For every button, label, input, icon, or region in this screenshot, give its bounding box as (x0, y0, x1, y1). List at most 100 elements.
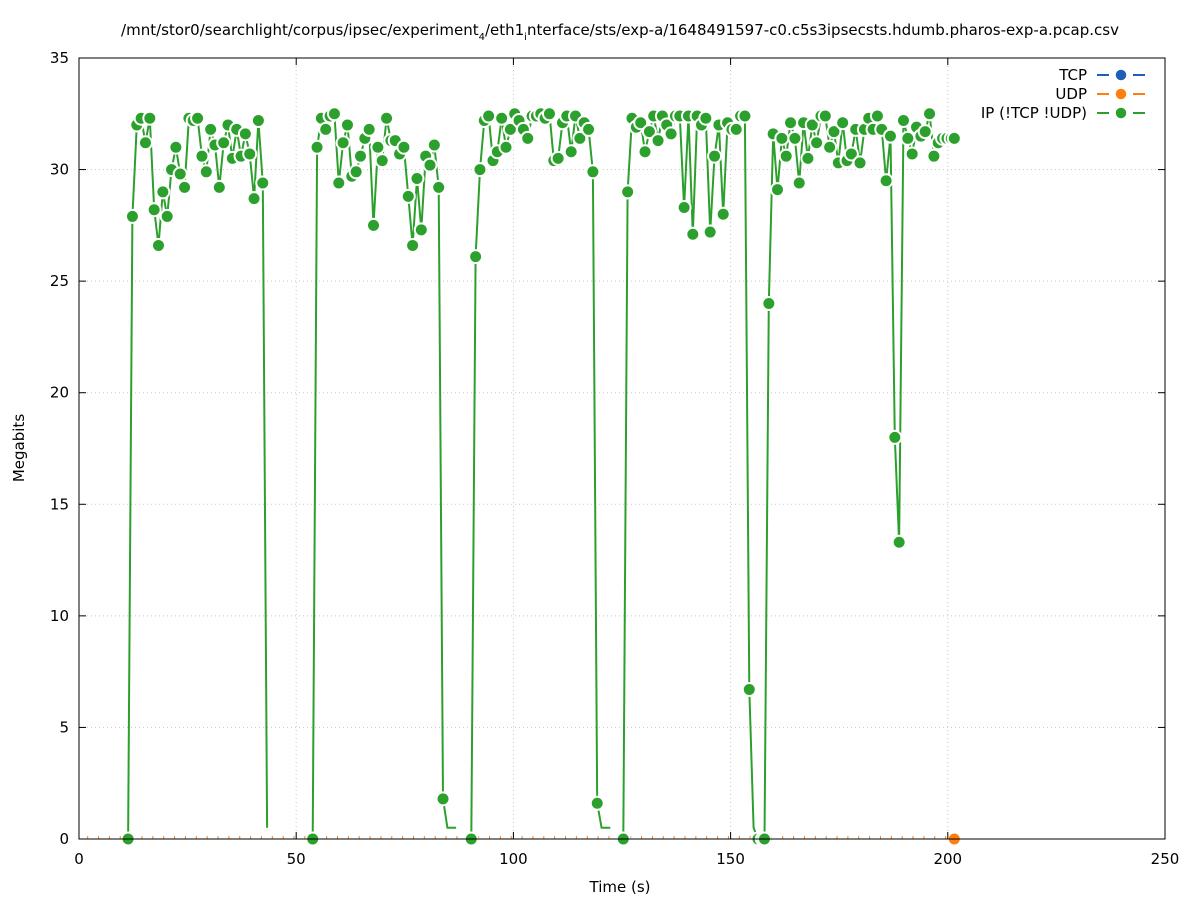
ip-tcp-udp-point (787, 130, 803, 146)
ip-tcp-udp-line (622, 112, 767, 840)
ip-tcp-udp-point (891, 534, 907, 550)
ip-tcp-udp-point (309, 139, 325, 155)
y-tick-label: 15 (50, 495, 69, 513)
x-tick-label: 100 (499, 850, 528, 868)
ip-tcp-udp-point (326, 106, 342, 122)
ip-tcp-udp-point (817, 108, 833, 124)
ip-tcp-udp-point (177, 179, 193, 195)
ip-tcp-udp-point (946, 130, 962, 146)
ip-tcp-udp-point (791, 175, 807, 191)
ip-tcp-udp-point (481, 108, 497, 124)
ip-tcp-udp-point (550, 150, 566, 166)
ip-tcp-udp-point (869, 108, 885, 124)
ip-tcp-udp-point (472, 162, 488, 178)
ip-tcp-udp-point (809, 135, 825, 151)
x-tick-label: 0 (74, 850, 84, 868)
plot-area (87, 106, 962, 847)
ip-tcp-udp-point (168, 139, 184, 155)
ip-tcp-udp-point (900, 130, 916, 146)
ip-tcp-udp-point (715, 206, 731, 222)
ip-tcp-udp-point (826, 124, 842, 140)
ip-tcp-udp-point (396, 139, 412, 155)
legend-label: IP (!TCP !UDP) (981, 104, 1087, 122)
ip-tcp-udp-point (843, 146, 859, 162)
y-tick-label: 10 (50, 607, 69, 625)
ip-tcp-udp-point (468, 249, 484, 265)
ip-tcp-udp-point (216, 135, 232, 151)
ip-tcp-udp-line (763, 112, 955, 840)
ip-tcp-udp-point (520, 130, 536, 146)
ip-tcp-udp-point (242, 146, 258, 162)
ip-tcp-udp-point (361, 121, 377, 137)
chart-title: /mnt/stor0/searchlight/corpus/ipsec/expe… (121, 21, 1119, 43)
y-tick-label: 5 (59, 718, 69, 736)
y-tick-label: 20 (50, 384, 69, 402)
ip-tcp-udp-point (159, 208, 175, 224)
ip-tcp-udp-point (778, 148, 794, 164)
ip-tcp-udp-point (237, 126, 253, 142)
ip-tcp-udp-point (366, 217, 382, 233)
ip-tcp-udp-point (211, 179, 227, 195)
ip-tcp-udp-point (400, 188, 416, 204)
ip-tcp-udp-point (878, 173, 894, 189)
plot-border (78, 57, 1166, 840)
ip-tcp-udp-point (318, 121, 334, 137)
x-tick-label: 200 (933, 850, 962, 868)
ip-tcp-udp-point (435, 791, 451, 807)
ticks: 0 50 100 150 200 250 0 5 10 15 20 25 30 35 (50, 49, 1179, 868)
y-tick-label: 35 (50, 49, 69, 67)
ip-tcp-udp-point (707, 148, 723, 164)
ip-tcp-udp-point (198, 164, 214, 180)
ip-tcp-udp-point (150, 237, 166, 253)
ip-tcp-udp-point (926, 148, 942, 164)
ip-tcp-udp-point (172, 166, 188, 182)
ip-tcp-udp-point (783, 115, 799, 131)
ip-tcp-udp-point (413, 222, 429, 238)
legend-marker (1114, 106, 1128, 120)
ip-tcp-udp-point (422, 157, 438, 173)
ip-tcp-udp-point (379, 110, 395, 126)
ip-tcp-udp-point (426, 137, 442, 153)
ip-tcp-udp-point (155, 184, 171, 200)
ip-tcp-udp-point (581, 121, 597, 137)
y-tick-label: 30 (50, 161, 69, 179)
ip-tcp-udp-point (698, 110, 714, 126)
ip-tcp-udp-point (685, 226, 701, 242)
ip-tcp-udp-line (127, 115, 269, 840)
y-axis-label: Megabits (10, 414, 28, 482)
ip-tcp-udp-point (137, 135, 153, 151)
ip-tcp-udp-point (146, 202, 162, 218)
ip-tcp-udp-point (676, 200, 692, 216)
ip-tcp-udp-point (887, 429, 903, 445)
ip-tcp-udp-point (409, 170, 425, 186)
ip-tcp-udp-point (728, 121, 744, 137)
ip-tcp-udp-point (852, 155, 868, 171)
ip-tcp-udp-point (203, 121, 219, 137)
ip-tcp-udp-point (585, 164, 601, 180)
ip-tcp-udp-point (663, 126, 679, 142)
ip-tcp-udp-point (882, 128, 898, 144)
ip-tcp-udp-point (339, 117, 355, 133)
ip-tcp-udp-point (633, 115, 649, 131)
ip-tcp-udp-point (641, 124, 657, 140)
ip-tcp-udp-point (917, 124, 933, 140)
ip-tcp-udp-point (774, 130, 790, 146)
grid (79, 58, 1165, 839)
ip-tcp-udp-point (572, 130, 588, 146)
ip-tcp-udp-point (250, 112, 266, 128)
ip-tcp-udp-point (895, 112, 911, 128)
ip-tcp-udp-point (904, 146, 920, 162)
ip-tcp-udp-point (124, 208, 140, 224)
ip-tcp-udp-point (255, 175, 271, 191)
ip-tcp-udp-point (702, 224, 718, 240)
ip-tcp-udp-point (370, 139, 386, 155)
x-tick-label: 250 (1151, 850, 1180, 868)
ip-tcp-udp-point (190, 110, 206, 126)
ip-tcp-udp-point (374, 153, 390, 169)
ip-tcp-udp-point (335, 135, 351, 151)
ip-tcp-udp-point (246, 191, 262, 207)
ip-tcp-udp-point (563, 144, 579, 160)
ip-tcp-udp-point (737, 108, 753, 124)
ip-tcp-udp-line (470, 111, 611, 840)
